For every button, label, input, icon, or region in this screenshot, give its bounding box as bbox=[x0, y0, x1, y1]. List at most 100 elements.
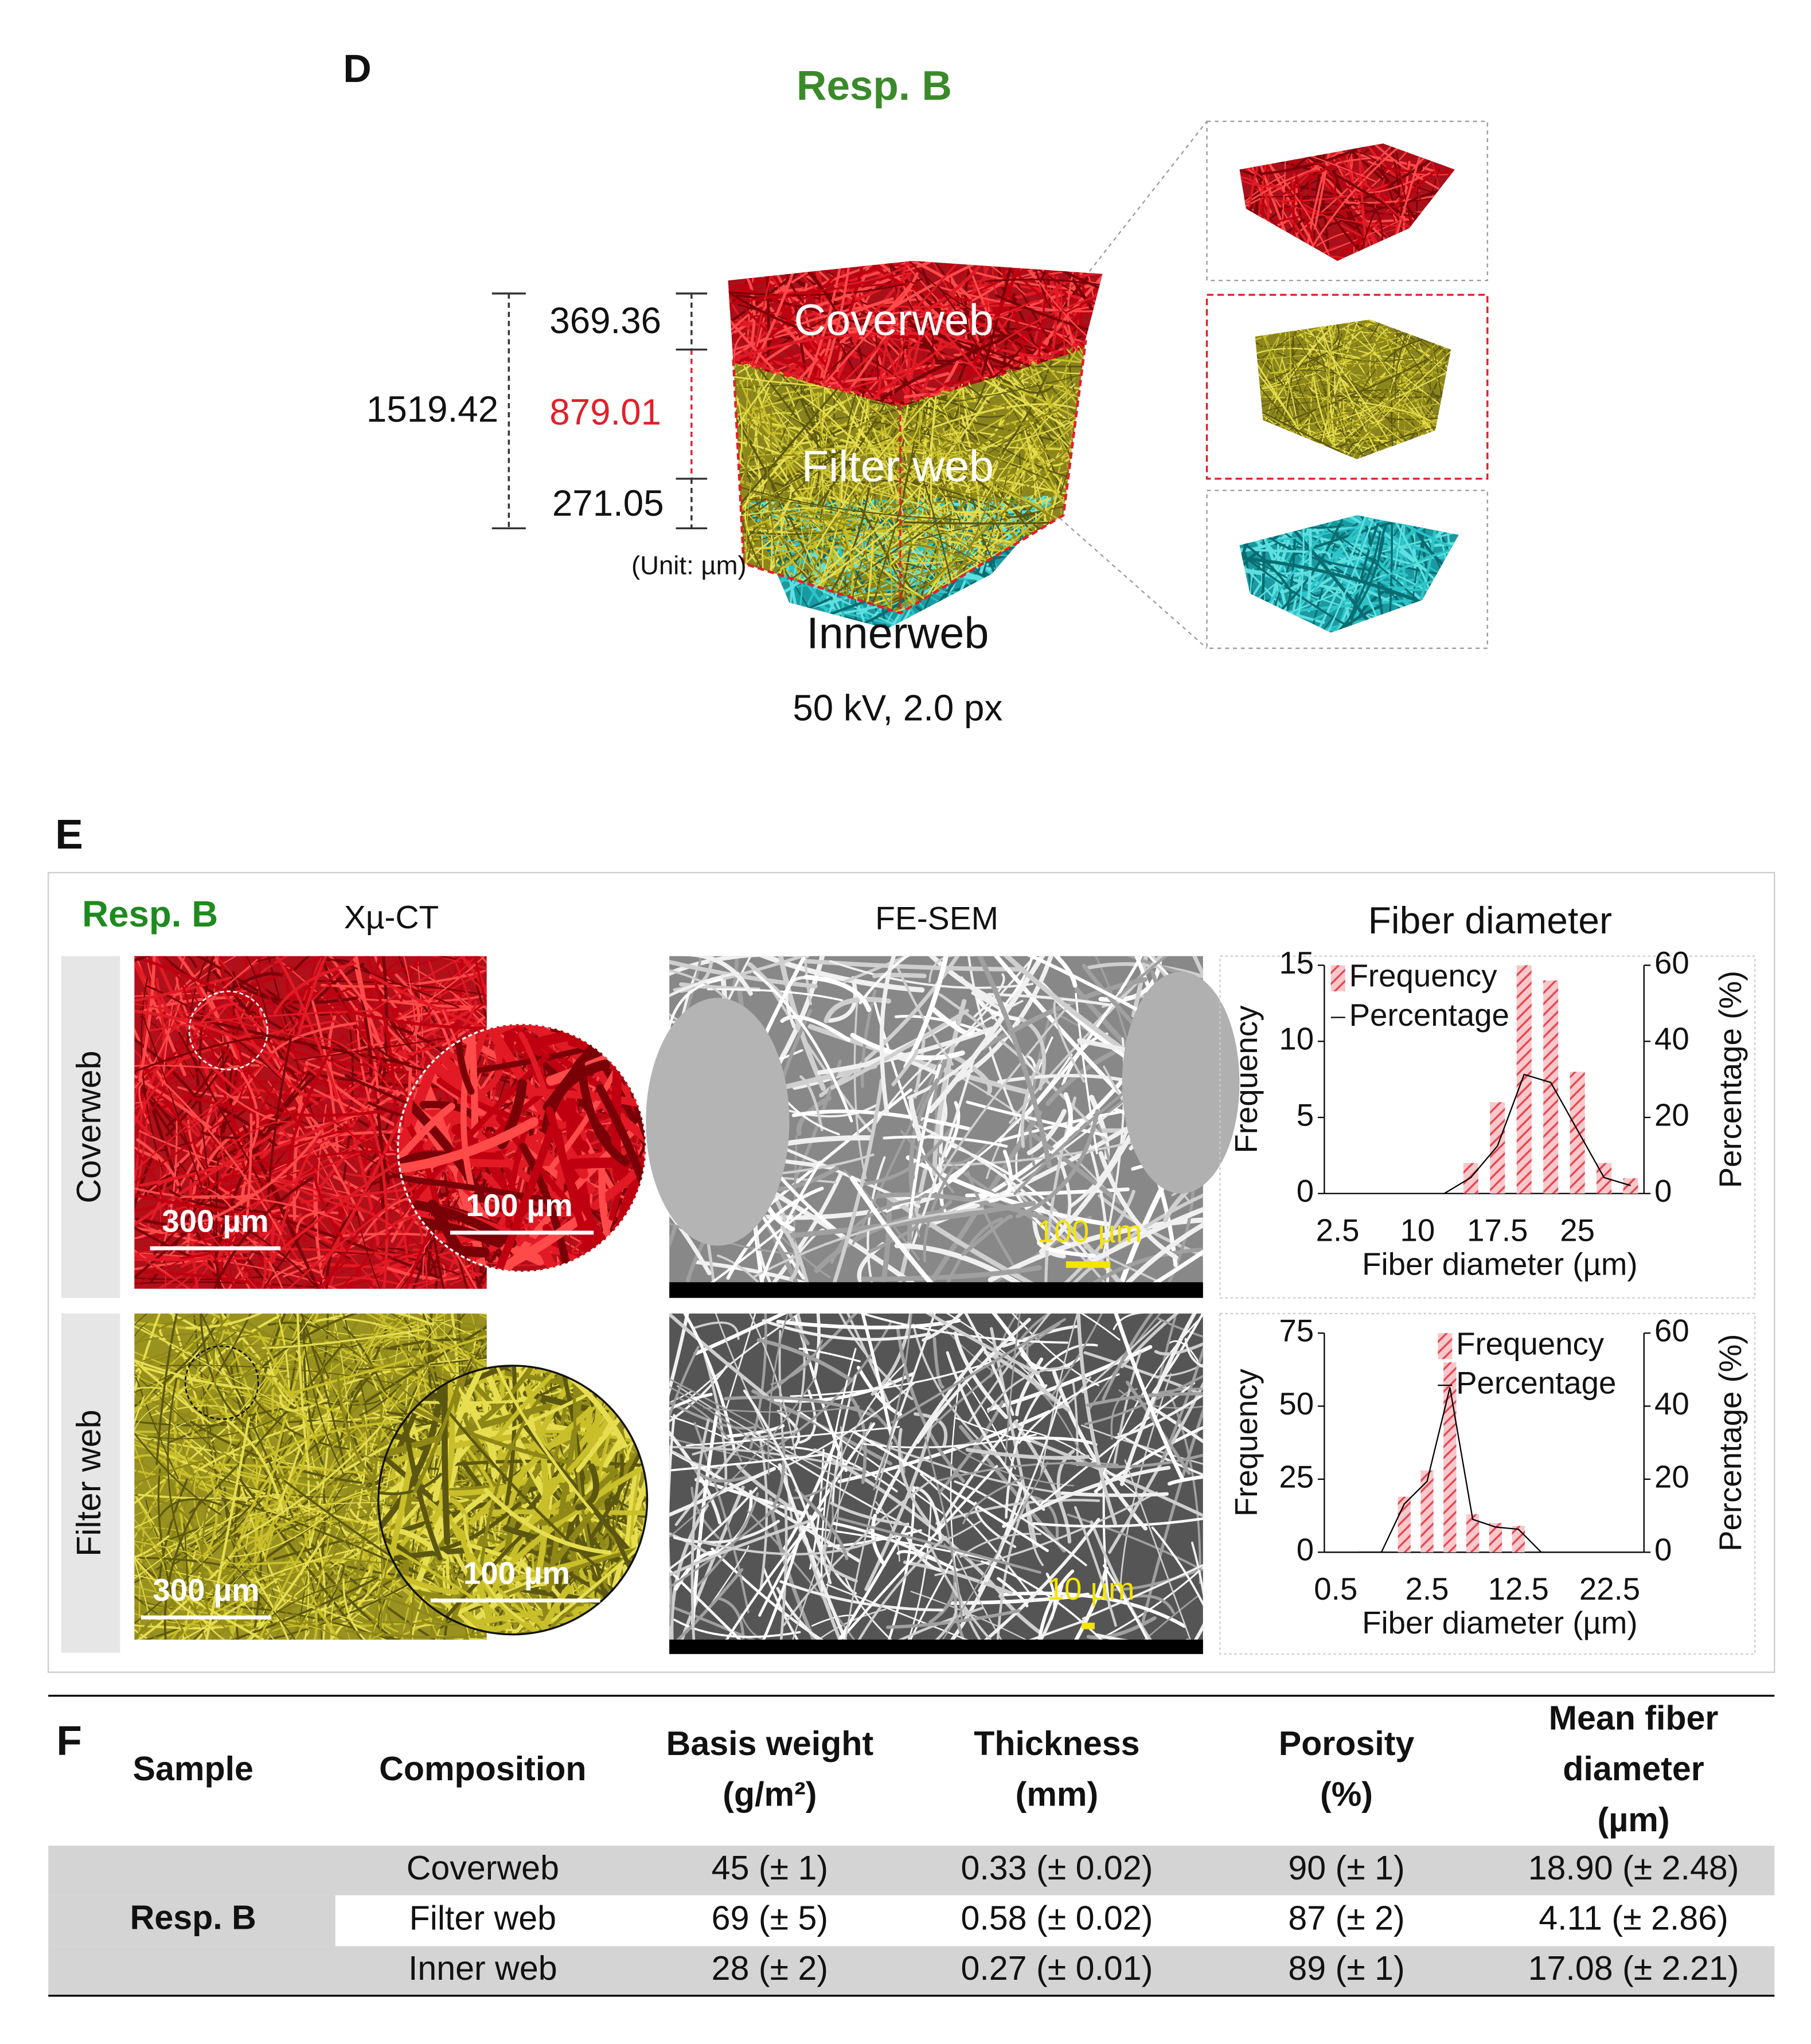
sem-footer bbox=[669, 1639, 1203, 1654]
fiber bbox=[930, 394, 1054, 585]
fiber bbox=[743, 524, 941, 536]
fiber bbox=[967, 1313, 1051, 1424]
fiber bbox=[980, 1560, 1103, 1640]
fiber bbox=[855, 479, 873, 518]
fiber bbox=[907, 1502, 932, 1640]
fiber bbox=[1260, 143, 1412, 175]
fiber bbox=[820, 1347, 857, 1592]
fiber bbox=[604, 1168, 625, 1210]
fiber bbox=[170, 1347, 273, 1363]
fiber bbox=[1072, 1193, 1203, 1283]
fiber bbox=[733, 366, 791, 530]
fiber bbox=[635, 1191, 646, 1289]
fiber bbox=[852, 1431, 1049, 1552]
fiber bbox=[155, 1313, 181, 1465]
fiber bbox=[134, 1332, 181, 1449]
fiber bbox=[397, 1103, 455, 1165]
fiber bbox=[733, 373, 785, 398]
fiber bbox=[1296, 419, 1312, 459]
table-cell: 45 (± 1) bbox=[712, 1848, 828, 1887]
fiber bbox=[703, 1405, 860, 1413]
fiber bbox=[961, 1214, 1013, 1256]
fiber bbox=[224, 1487, 273, 1624]
fiber bbox=[1019, 1313, 1052, 1342]
fiber bbox=[232, 1481, 340, 1640]
fiber bbox=[476, 1365, 547, 1494]
fiber bbox=[895, 544, 969, 561]
fiber bbox=[817, 1026, 996, 1075]
fiber bbox=[771, 1172, 843, 1283]
fiber bbox=[903, 518, 1086, 525]
fiber bbox=[150, 1405, 240, 1417]
fiber bbox=[1332, 169, 1378, 261]
fiber bbox=[134, 1099, 223, 1240]
fiber bbox=[976, 261, 989, 389]
fiber bbox=[1325, 589, 1385, 633]
fiber bbox=[743, 1389, 832, 1585]
fiber bbox=[669, 1313, 689, 1397]
fiber bbox=[603, 1350, 647, 1370]
fiber bbox=[982, 595, 1059, 613]
fiber bbox=[1148, 1388, 1203, 1396]
fiber bbox=[791, 1109, 971, 1131]
fiber bbox=[453, 1023, 475, 1095]
scale-label: 10 µm bbox=[1047, 1572, 1135, 1607]
bar bbox=[1490, 1102, 1505, 1194]
fiber bbox=[134, 1313, 278, 1381]
fiber bbox=[1096, 1566, 1203, 1640]
fiber bbox=[134, 1566, 213, 1596]
fiber bbox=[922, 433, 1084, 591]
fiber bbox=[1391, 359, 1435, 374]
x-axis-title: Fiber diameter (µm) bbox=[1362, 1246, 1637, 1281]
fiber bbox=[816, 378, 895, 495]
fiber bbox=[679, 956, 714, 993]
fiber bbox=[669, 959, 818, 988]
fiber bbox=[364, 956, 421, 984]
fiber bbox=[1384, 415, 1451, 421]
zoom-ring bbox=[377, 1365, 649, 1636]
fiber bbox=[534, 1430, 647, 1471]
fiber bbox=[378, 1388, 444, 1534]
fiber bbox=[229, 1313, 366, 1425]
fiber bbox=[1399, 550, 1459, 633]
fiber bbox=[753, 971, 853, 1123]
column-header: (%) bbox=[1320, 1775, 1373, 1814]
fiber bbox=[858, 956, 910, 1005]
fiber bbox=[754, 558, 779, 613]
fiber bbox=[296, 956, 368, 1037]
sem-footer bbox=[669, 1282, 1203, 1298]
fiber bbox=[234, 1254, 257, 1289]
fiber bbox=[1279, 319, 1369, 428]
fiber bbox=[973, 973, 1005, 1018]
fiber bbox=[1290, 143, 1446, 195]
fiber bbox=[1313, 376, 1355, 459]
fiber bbox=[268, 1617, 437, 1640]
fiber bbox=[552, 1328, 647, 1366]
fiber bbox=[633, 1365, 647, 1390]
fiber bbox=[134, 1313, 227, 1371]
fiber bbox=[404, 1000, 478, 1056]
fiber bbox=[683, 1313, 736, 1451]
fiber bbox=[1184, 1338, 1203, 1368]
fiber bbox=[1029, 447, 1072, 467]
fiber bbox=[134, 1322, 148, 1393]
fiber bbox=[669, 1378, 816, 1538]
fiber bbox=[397, 1023, 484, 1074]
fiber bbox=[1255, 414, 1349, 445]
fiber bbox=[1018, 1373, 1120, 1444]
fiber bbox=[958, 400, 1006, 572]
fiber bbox=[1113, 956, 1168, 1002]
y2-tick-label: 0 bbox=[1654, 1533, 1672, 1568]
fiber bbox=[1239, 147, 1347, 244]
fiber bbox=[891, 1049, 919, 1087]
fiber bbox=[841, 261, 982, 384]
fiber bbox=[789, 581, 871, 613]
fiber bbox=[1056, 1449, 1075, 1504]
fiber bbox=[955, 410, 1058, 467]
fiber bbox=[1424, 319, 1451, 408]
fiber bbox=[142, 1326, 307, 1417]
fiber bbox=[733, 484, 833, 508]
fiber bbox=[1025, 1495, 1059, 1543]
y2-tick-label: 40 bbox=[1654, 1386, 1689, 1421]
